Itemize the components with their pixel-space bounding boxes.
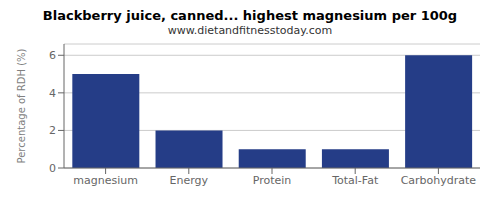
svg-text:Percentage of RDH (%): Percentage of RDH (%) xyxy=(16,48,27,163)
svg-text:Protein: Protein xyxy=(253,174,292,187)
svg-text:Total-Fat: Total-Fat xyxy=(331,174,379,187)
svg-text:Carbohydrate: Carbohydrate xyxy=(401,174,477,187)
svg-text:2: 2 xyxy=(49,124,56,137)
svg-text:0: 0 xyxy=(49,162,56,175)
svg-text:6: 6 xyxy=(49,49,56,62)
svg-text:Energy: Energy xyxy=(170,174,209,187)
html-text:Blackberry juice, canned... hi: Blackberry juice, canned... highest magn… xyxy=(42,8,458,23)
svg-text:magnesium: magnesium xyxy=(73,174,138,187)
html-text:www.dietandfitnesstoday.com: www.dietandfitnesstoday.com xyxy=(167,24,333,37)
svg-text:4: 4 xyxy=(49,87,56,100)
